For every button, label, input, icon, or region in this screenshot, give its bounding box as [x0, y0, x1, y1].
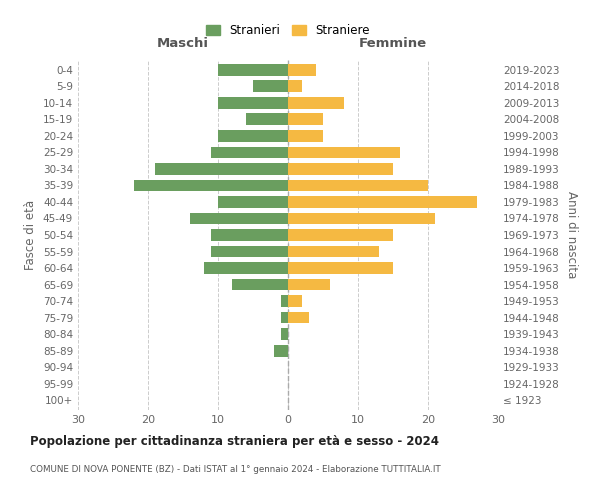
Bar	[190, 212, 288, 224]
Bar	[218, 97, 288, 109]
Bar	[288, 163, 393, 175]
Bar	[281, 312, 288, 324]
Text: Femmine: Femmine	[359, 37, 427, 50]
Text: Popolazione per cittadinanza straniera per età e sesso - 2024: Popolazione per cittadinanza straniera p…	[30, 435, 439, 448]
Text: COMUNE DI NOVA PONENTE (BZ) - Dati ISTAT al 1° gennaio 2024 - Elaborazione TUTTI: COMUNE DI NOVA PONENTE (BZ) - Dati ISTAT…	[30, 465, 441, 474]
Bar	[281, 328, 288, 340]
Bar	[288, 278, 330, 290]
Bar	[211, 229, 288, 241]
Bar	[288, 146, 400, 158]
Bar	[288, 130, 323, 142]
Bar	[288, 97, 344, 109]
Y-axis label: Anni di nascita: Anni di nascita	[565, 192, 578, 278]
Bar	[155, 163, 288, 175]
Bar	[288, 180, 428, 192]
Bar	[288, 114, 323, 126]
Bar	[274, 344, 288, 356]
Bar	[211, 246, 288, 258]
Legend: Stranieri, Straniere: Stranieri, Straniere	[202, 20, 374, 40]
Bar	[288, 246, 379, 258]
Bar	[204, 262, 288, 274]
Bar	[281, 295, 288, 307]
Bar	[288, 80, 302, 92]
Bar	[288, 312, 309, 324]
Y-axis label: Fasce di età: Fasce di età	[25, 200, 37, 270]
Bar	[218, 64, 288, 76]
Bar	[253, 80, 288, 92]
Bar	[288, 262, 393, 274]
Text: Maschi: Maschi	[157, 37, 209, 50]
Bar	[288, 212, 435, 224]
Bar	[134, 180, 288, 192]
Bar	[288, 64, 316, 76]
Bar	[288, 229, 393, 241]
Bar	[288, 295, 302, 307]
Bar	[211, 146, 288, 158]
Bar	[218, 130, 288, 142]
Bar	[232, 278, 288, 290]
Bar	[246, 114, 288, 126]
Bar	[218, 196, 288, 208]
Bar	[288, 196, 477, 208]
